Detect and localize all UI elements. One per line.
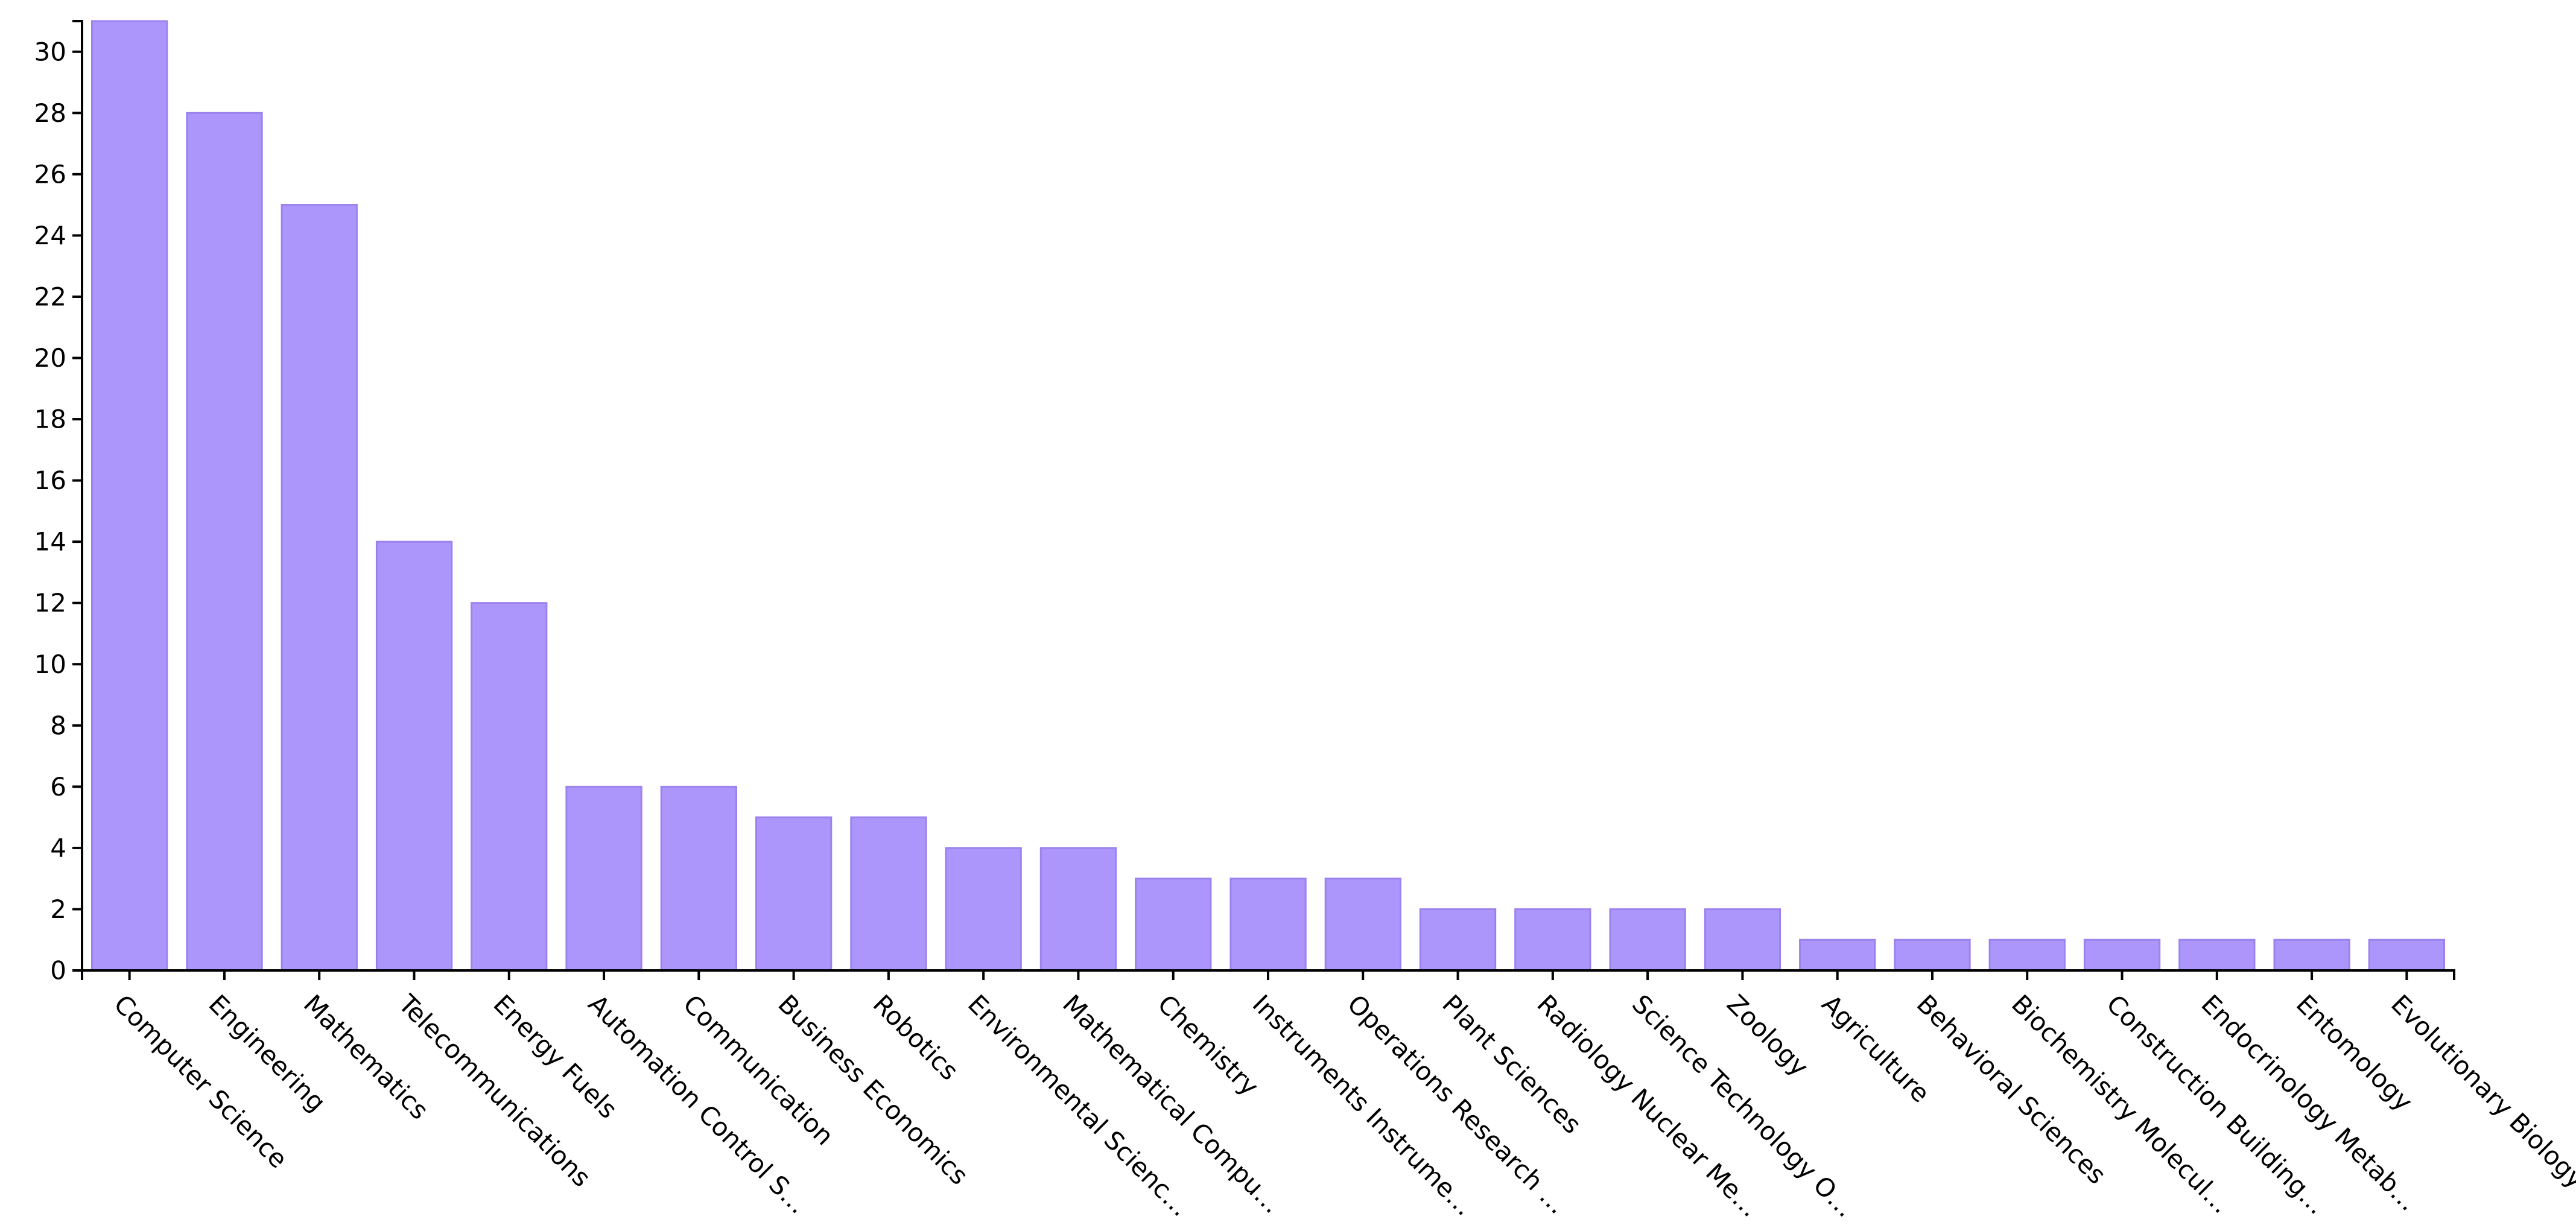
bar <box>1514 908 1591 972</box>
y-tick-label: 14 <box>34 527 66 557</box>
bar <box>1704 908 1781 972</box>
bar <box>375 540 453 972</box>
y-tick-label: 12 <box>34 588 66 618</box>
y-tick-label: 18 <box>34 405 66 434</box>
bar <box>1988 938 2066 972</box>
x-tick-label: Business Economics <box>772 989 974 1191</box>
y-tick-label: 0 <box>50 956 66 986</box>
bar <box>1229 878 1307 972</box>
bar <box>565 785 642 972</box>
bar <box>2273 938 2350 972</box>
x-axis: Computer ScienceEngineeringMathematicsTe… <box>81 969 2576 1223</box>
x-tick-label: Telecommunications <box>392 989 596 1192</box>
x-tick-label: Computer Science <box>108 989 293 1174</box>
bar <box>1039 847 1117 972</box>
bar <box>1135 878 1212 972</box>
bar <box>1894 938 1971 972</box>
bars-group <box>91 20 2445 972</box>
bar <box>1324 878 1401 972</box>
y-tick-label: 10 <box>34 650 66 679</box>
bar <box>945 847 1022 972</box>
bar <box>471 602 548 972</box>
y-tick-label: 2 <box>50 894 66 924</box>
y-tick-label: 30 <box>34 37 66 66</box>
y-axis-line <box>72 20 83 972</box>
y-tick-label: 22 <box>34 282 66 311</box>
y-tick-label: 4 <box>50 833 66 862</box>
y-tick-label: 20 <box>34 343 66 373</box>
bar <box>186 112 263 972</box>
bar <box>1609 908 1686 972</box>
y-tick-label: 6 <box>50 772 66 802</box>
bar <box>2368 938 2445 972</box>
bar <box>1799 938 1876 972</box>
bar <box>2178 938 2256 972</box>
x-tick-label: Zoology <box>1721 989 1814 1082</box>
x-tick-label: Behavioral Sciences <box>1911 989 2112 1190</box>
y-tick-label: 8 <box>50 710 66 740</box>
bar <box>755 816 833 972</box>
bar <box>91 20 168 972</box>
y-tick-label: 24 <box>34 221 66 250</box>
bar <box>2083 938 2161 972</box>
y-tick-label: 26 <box>34 159 66 189</box>
y-tick-label: 28 <box>34 98 66 128</box>
bar <box>660 785 737 972</box>
x-tick-label: Robotics <box>868 989 965 1086</box>
bar <box>1419 908 1497 972</box>
bar <box>281 204 358 972</box>
bar <box>850 816 927 972</box>
y-tick-label: 16 <box>34 466 66 495</box>
